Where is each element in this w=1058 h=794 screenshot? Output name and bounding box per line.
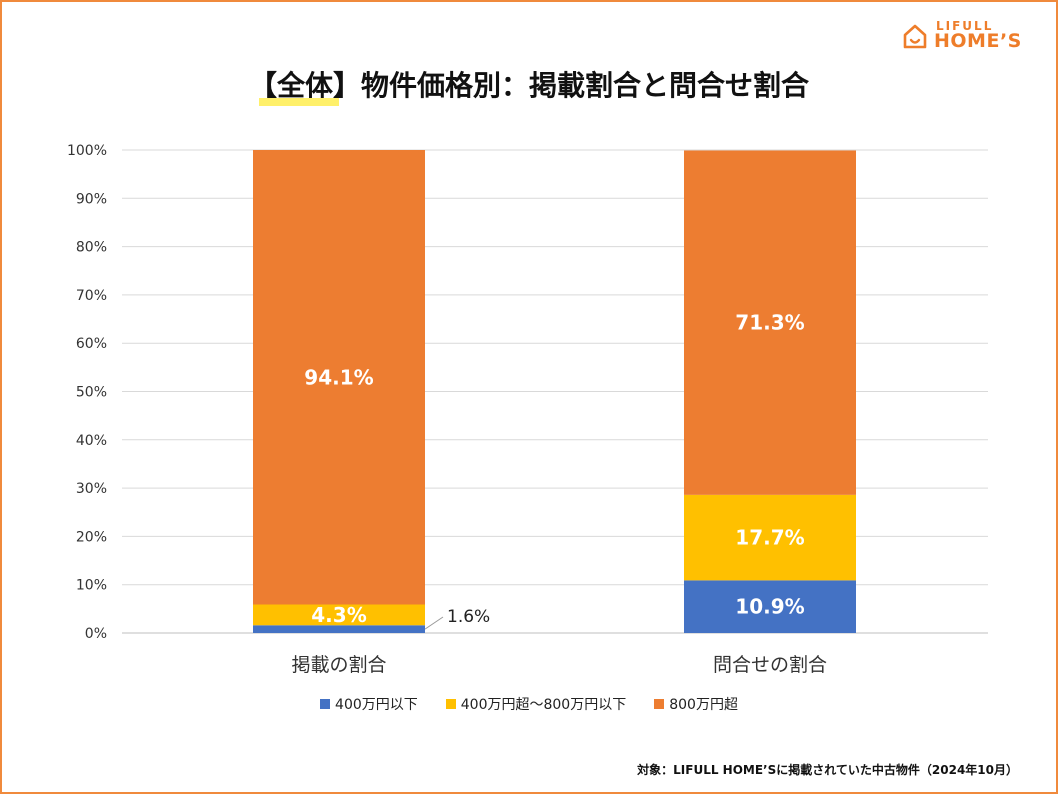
x-category-label: 問合せの割合 bbox=[713, 654, 827, 676]
brand-logo: LIFULL HOME’S bbox=[902, 20, 1022, 51]
bar-segment bbox=[253, 150, 425, 605]
bar-segment bbox=[253, 604, 425, 626]
legend-item: 400万円超～800万円以下 bbox=[445, 694, 627, 714]
bar-segment bbox=[684, 150, 856, 495]
y-tick-label: 100% bbox=[67, 143, 107, 159]
y-tick-label: 10% bbox=[76, 578, 107, 594]
footnote: 対象：LIFULL HOME’Sに掲載されていた中古物件（2024年10月） bbox=[637, 763, 1018, 777]
data-label: 71.3% bbox=[735, 311, 804, 335]
data-label: 94.1% bbox=[304, 365, 373, 389]
legend: 400万円以下 400万円超～800万円以下 800万円超 bbox=[0, 694, 1058, 714]
legend-label: 400万円超～800万円以下 bbox=[460, 697, 627, 713]
y-tick-label: 80% bbox=[76, 240, 107, 256]
y-tick-label: 50% bbox=[76, 385, 107, 401]
y-tick-label: 90% bbox=[76, 191, 107, 207]
legend-item: 400万円以下 bbox=[320, 694, 418, 714]
bar-segment bbox=[684, 580, 856, 633]
y-tick-label: 30% bbox=[76, 481, 107, 497]
legend-swatch bbox=[654, 699, 665, 709]
y-tick-label: 20% bbox=[76, 529, 107, 545]
legend-item: 800万円超 bbox=[654, 694, 738, 714]
data-label: 17.7% bbox=[735, 526, 804, 550]
legend-swatch bbox=[320, 699, 331, 709]
data-label: 10.9% bbox=[735, 595, 804, 619]
x-category-label: 掲載の割合 bbox=[291, 654, 386, 676]
y-tick-label: 60% bbox=[76, 336, 107, 352]
legend-swatch bbox=[445, 699, 456, 709]
logo-text-small: LIFULL bbox=[936, 19, 994, 33]
y-tick-label: 40% bbox=[76, 433, 107, 449]
house-logo-icon bbox=[903, 24, 927, 48]
y-tick-label: 0% bbox=[85, 626, 107, 642]
bar-segment bbox=[684, 494, 856, 581]
chart-title: 【全体】物件価格別：掲載割合と問合せ割合 bbox=[248, 64, 809, 106]
chart-title-text: 【全体】物件価格別：掲載割合と問合せ割合 bbox=[248, 69, 809, 102]
data-label: 4.3% bbox=[311, 603, 366, 627]
logo-text-big: HOME’S bbox=[934, 30, 1022, 52]
leader-line bbox=[424, 616, 444, 630]
data-label: 1.6% bbox=[447, 607, 490, 627]
bar-segment bbox=[253, 625, 425, 633]
legend-label: 800万円超 bbox=[669, 697, 738, 713]
legend-label: 400万円以下 bbox=[335, 697, 418, 713]
y-tick-label: 70% bbox=[76, 288, 107, 304]
